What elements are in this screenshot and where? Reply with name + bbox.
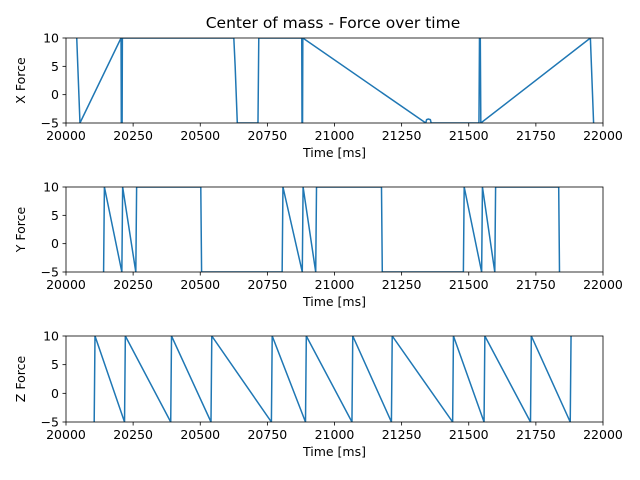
- chart-title: Center of mass - Force over time: [206, 14, 461, 32]
- x-force-x-tick-label: 21500: [449, 128, 489, 143]
- x-force-x-axis-label: Time [ms]: [302, 145, 366, 160]
- x-force-x-tick-label: 20000: [46, 128, 86, 143]
- x-force-x-tick-label: 21250: [382, 128, 422, 143]
- z-force-x-axis-label: Time [ms]: [302, 444, 366, 459]
- z-force-y-axis-label: Z Force: [13, 356, 28, 403]
- z-force-x-tick-label: 20750: [247, 427, 287, 442]
- z-force-y-tick-label: 5: [51, 357, 59, 372]
- y-force-y-tick-label: 5: [51, 208, 59, 223]
- x-force-x-tick-label: 20500: [180, 128, 220, 143]
- z-force-y-tick-label: 0: [51, 386, 59, 401]
- x-force-x-tick-label: 22000: [583, 128, 623, 143]
- x-force-y-tick-label: 0: [51, 87, 59, 102]
- y-force-x-tick-label: 20750: [247, 277, 287, 292]
- x-force-y-axis-label: X Force: [13, 57, 28, 104]
- y-force-y-tick-label: 10: [43, 180, 59, 195]
- z-force-x-tick-label: 20000: [46, 427, 86, 442]
- y-force-y-tick-label: 0: [51, 236, 59, 251]
- x-force-y-tick-label: −5: [41, 116, 59, 131]
- z-force-series-line: [93, 336, 572, 422]
- subplots: 20000 20250 20500 20750 21000 21250 21500 21750…: [13, 31, 623, 460]
- y-force-x-tick-label: 21000: [315, 277, 355, 292]
- y-force-y-axis-label: Y Force: [13, 206, 28, 253]
- z-force-y-tick-label: 10: [43, 329, 59, 344]
- y-force-x-tick-label: 22000: [583, 277, 623, 292]
- z-force-x-tick-label: 20250: [113, 427, 153, 442]
- z-force-y-tick-label: −5: [41, 415, 59, 430]
- y-force-x-tick-label: 21500: [449, 277, 489, 292]
- z-force-x-tick-label: 21250: [382, 427, 422, 442]
- y-force-y-tick-label: −5: [41, 265, 59, 280]
- y-force-x-axis-label: Time [ms]: [302, 294, 366, 309]
- y-force-x-tick-label: 20000: [46, 277, 86, 292]
- x-force-x-tick-label: 21750: [516, 128, 556, 143]
- x-force-x-tick-label: 20750: [247, 128, 287, 143]
- z-force-x-tick-label: 21500: [449, 427, 489, 442]
- z-force-x-tick-label: 21000: [315, 427, 355, 442]
- x-force-subplot: 20000 20250 20500 20750 21000 21250 21500 21750…: [13, 31, 623, 161]
- z-force-x-tick-label: 22000: [583, 427, 623, 442]
- x-force-x-tick-label: 20250: [113, 128, 153, 143]
- y-force-subplot: 20000 20250 20500 20750 21000 21250 21500 21750…: [13, 180, 623, 310]
- y-force-x-tick-label: 21250: [382, 277, 422, 292]
- y-force-x-tick-label: 20500: [180, 277, 220, 292]
- x-force-y-tick-label: 5: [51, 59, 59, 74]
- y-force-x-tick-label: 21750: [516, 277, 556, 292]
- y-force-x-tick-label: 20250: [113, 277, 153, 292]
- x-force-x-tick-label: 21000: [315, 128, 355, 143]
- z-force-subplot: 20000 20250 20500 20750 21000 21250 21500 21750…: [13, 329, 623, 460]
- y-force-series-line: [102, 187, 561, 272]
- z-force-x-tick-label: 21750: [516, 427, 556, 442]
- z-force-x-tick-label: 20500: [180, 427, 220, 442]
- x-force-y-tick-label: 10: [43, 31, 59, 46]
